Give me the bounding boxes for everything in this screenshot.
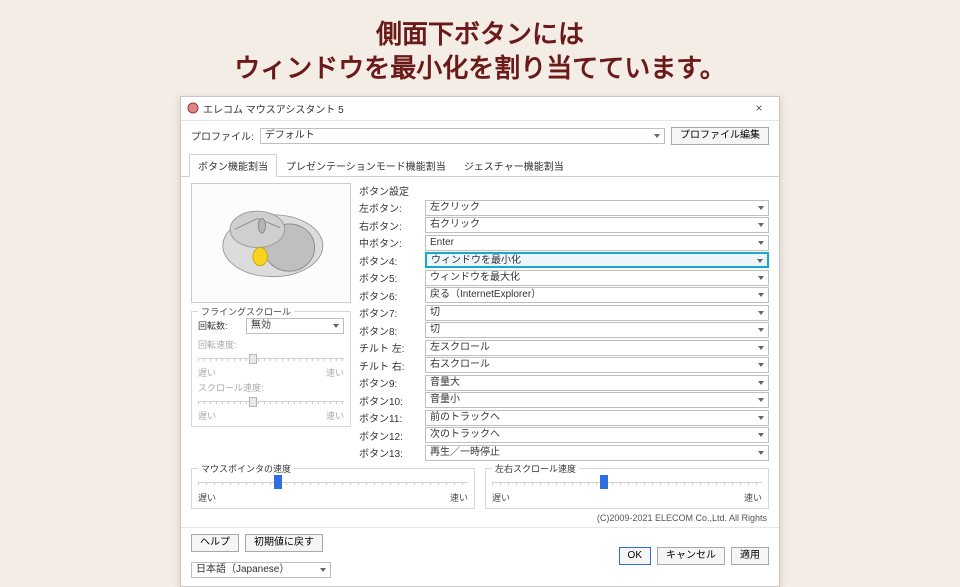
flying-scroll-group: フライングスクロール 回転数: 無効 回転速度: 遅い 速い スクロ	[191, 311, 351, 427]
button-row-label: ボタン7:	[359, 305, 419, 320]
titlebar: エレコム マウスアシスタント 5 ×	[181, 97, 779, 121]
reset-button[interactable]: 初期値に戻す	[245, 534, 323, 552]
button-row-label: 右ボタン:	[359, 218, 419, 233]
button-row-10: ボタン9: 音量大	[359, 375, 769, 391]
button-row-select[interactable]: Enter	[425, 235, 769, 251]
button-row-13: ボタン12: 次のトラックへ	[359, 427, 769, 443]
pointer-slow-label: 遅い	[198, 491, 216, 504]
footer: ヘルプ 初期値に戻す 日本語（Japanese） OK キャンセル 適用	[181, 527, 779, 586]
language-select[interactable]: 日本語（Japanese）	[191, 562, 331, 578]
help-button[interactable]: ヘルプ	[191, 534, 239, 552]
rot-slow-label: 遅い	[198, 366, 216, 379]
headline-line2: ウィンドウを最小化を割り当てています。	[0, 52, 960, 86]
button-settings-label: ボタン設定	[359, 183, 769, 198]
button-row-select[interactable]: 前のトラックへ	[425, 410, 769, 426]
button-row-3: ボタン4: ウィンドウを最小化	[359, 252, 769, 268]
pointer-speed-slider[interactable]	[198, 475, 468, 491]
profile-label: プロファイル:	[191, 128, 254, 143]
button-row-label: ボタン13:	[359, 445, 419, 460]
button-row-2: 中ボタン: Enter	[359, 235, 769, 251]
lr-fast-label: 速い	[744, 491, 762, 504]
button-row-select[interactable]: 次のトラックへ	[425, 427, 769, 443]
button-row-select[interactable]: 切	[425, 305, 769, 321]
profile-row: プロファイル: デフォルト プロファイル編集	[181, 121, 779, 153]
button-row-11: ボタン10: 音量小	[359, 392, 769, 408]
button-row-select[interactable]: 再生／一時停止	[425, 445, 769, 461]
content-area: フライングスクロール 回転数: 無効 回転速度: 遅い 速い スクロ	[181, 177, 779, 467]
window-title: エレコム マウスアシスタント 5	[203, 101, 344, 116]
button-row-select[interactable]: ウィンドウを最大化	[425, 270, 769, 286]
tabs: ボタン機能割当 プレゼンテーションモード機能割当 ジェスチャー機能割当	[181, 153, 779, 177]
button-row-7: ボタン8: 切	[359, 322, 769, 338]
button-row-select[interactable]: 音量大	[425, 375, 769, 391]
button-row-label: 中ボタン:	[359, 235, 419, 250]
scroll-speed-label: スクロール速度:	[198, 381, 344, 394]
rotation-label: 回転数:	[198, 319, 242, 332]
rotation-select[interactable]: 無効	[246, 318, 344, 334]
app-icon	[187, 102, 199, 114]
ok-button[interactable]: OK	[619, 547, 651, 565]
button-row-label: ボタン11:	[359, 410, 419, 425]
flying-scroll-title: フライングスクロール	[198, 305, 294, 318]
lr-scroll-slider[interactable]	[492, 475, 762, 491]
button-row-select[interactable]: 左スクロール	[425, 340, 769, 356]
apply-button[interactable]: 適用	[731, 547, 769, 565]
pointer-speed-title: マウスポインタの速度	[198, 462, 294, 475]
button-row-14: ボタン13: 再生／一時停止	[359, 445, 769, 461]
button-row-select[interactable]: 右クリック	[425, 217, 769, 233]
button-row-label: ボタン5:	[359, 270, 419, 285]
profile-select[interactable]: デフォルト	[260, 128, 665, 144]
button-row-4: ボタン5: ウィンドウを最大化	[359, 270, 769, 286]
tab-presentation[interactable]: プレゼンテーションモード機能割当	[277, 154, 455, 177]
button-row-label: 左ボタン:	[359, 200, 419, 215]
scr-fast-label: 速い	[326, 409, 344, 422]
button-row-12: ボタン11: 前のトラックへ	[359, 410, 769, 426]
button-row-1: 右ボタン: 右クリック	[359, 217, 769, 233]
mouse-preview	[191, 183, 351, 303]
rot-speed-label: 回転速度:	[198, 338, 344, 351]
button-row-label: ボタン9:	[359, 375, 419, 390]
rot-fast-label: 速い	[326, 366, 344, 379]
headline-line1: 側面下ボタンには	[0, 18, 960, 52]
button-row-6: ボタン7: 切	[359, 305, 769, 321]
button-row-label: ボタン12:	[359, 428, 419, 443]
button-row-select[interactable]: 右スクロール	[425, 357, 769, 373]
button-row-8: チルト 左: 左スクロール	[359, 340, 769, 356]
button-row-select[interactable]: 左クリック	[425, 200, 769, 216]
profile-edit-button[interactable]: プロファイル編集	[671, 127, 769, 145]
pointer-speed-group: マウスポインタの速度 遅い 速い	[191, 468, 475, 509]
scroll-speed-slider[interactable]	[198, 395, 344, 409]
mouse-icon	[201, 193, 341, 293]
button-row-label: チルト 左:	[359, 340, 419, 355]
scr-slow-label: 遅い	[198, 409, 216, 422]
button-row-label: チルト 右:	[359, 358, 419, 373]
button-row-label: ボタン6:	[359, 288, 419, 303]
button-row-select[interactable]: 戻る（InternetExplorer）	[425, 287, 769, 303]
cancel-button[interactable]: キャンセル	[657, 547, 725, 565]
bottom-sliders: マウスポインタの速度 遅い 速い 左右スクロール速度 遅い 速い	[181, 466, 779, 513]
rot-speed-slider[interactable]	[198, 352, 344, 366]
tab-button-assign[interactable]: ボタン機能割当	[189, 154, 277, 177]
right-column: ボタン設定 左ボタン:左クリック右ボタン:右クリック中ボタン:Enterボタン4…	[359, 183, 769, 463]
button-row-5: ボタン6: 戻る（InternetExplorer）	[359, 287, 769, 303]
copyright: (C)2009-2021 ELECOM Co.,Ltd. All Rights	[181, 513, 779, 527]
button-row-select[interactable]: 切	[425, 322, 769, 338]
left-column: フライングスクロール 回転数: 無効 回転速度: 遅い 速い スクロ	[191, 183, 351, 463]
button-row-select[interactable]: 音量小	[425, 392, 769, 408]
headline: 側面下ボタンには ウィンドウを最小化を割り当てています。	[0, 0, 960, 96]
button-row-label: ボタン10:	[359, 393, 419, 408]
lr-scroll-group: 左右スクロール速度 遅い 速い	[485, 468, 769, 509]
button-row-select[interactable]: ウィンドウを最小化	[425, 252, 769, 268]
tab-gesture[interactable]: ジェスチャー機能割当	[455, 154, 573, 177]
lr-scroll-title: 左右スクロール速度	[492, 462, 579, 475]
app-window: エレコム マウスアシスタント 5 × プロファイル: デフォルト プロファイル編…	[180, 96, 780, 587]
close-button[interactable]: ×	[745, 101, 773, 115]
button-row-0: 左ボタン: 左クリック	[359, 200, 769, 216]
button-row-label: ボタン4:	[359, 253, 419, 268]
button-row-label: ボタン8:	[359, 323, 419, 338]
lr-slow-label: 遅い	[492, 491, 510, 504]
pointer-fast-label: 速い	[450, 491, 468, 504]
button-row-9: チルト 右: 右スクロール	[359, 357, 769, 373]
